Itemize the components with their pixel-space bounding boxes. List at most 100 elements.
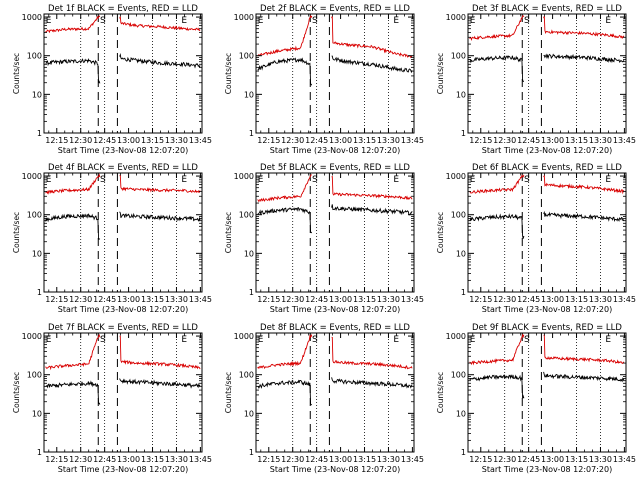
lld-curve (469, 15, 625, 41)
event-marker-label: S (100, 175, 106, 185)
x-tick-label: 12:15 (257, 136, 280, 145)
detector-panel: Det 9f BLACK = Events, RED = LLD 1 10 100 10… (436, 323, 636, 474)
x-tick-label: 13:00 (329, 295, 352, 304)
y-tick-label: 1 (37, 288, 42, 297)
event-marker-label: E (470, 16, 476, 26)
y-axis-label: Counts/sec (12, 53, 21, 94)
panel-title: Det 1f BLACK = Events, RED = LLD (48, 4, 198, 14)
detector-panel: Det 3f BLACK = Events, RED = LLD 1 10 100 10… (436, 4, 636, 155)
plot-frame (43, 13, 203, 134)
panel-title: Det 8f BLACK = Events, RED = LLD (260, 323, 410, 333)
x-tick-label: 12:45 (517, 295, 540, 304)
x-tick-label: 13:15 (141, 295, 164, 304)
x-tick-label: 12:15 (257, 295, 280, 304)
x-tick-label: 13:30 (165, 136, 188, 145)
y-tick-label: 1 (249, 448, 254, 457)
y-tick-label: 10 (456, 90, 466, 99)
y-tick-label: 10 (456, 409, 466, 418)
lld-curve (257, 14, 413, 59)
event-marker-label: E (605, 175, 611, 185)
event-marker-label: E (258, 16, 264, 26)
x-tick-label: 12:30 (493, 295, 516, 304)
y-tick-label: 1 (249, 129, 254, 138)
event-marker-label: E (470, 175, 476, 185)
y-tick-label: 1000 (446, 172, 466, 181)
plot-frame (43, 332, 203, 453)
detector-panel: Det 4f BLACK = Events, RED = LLD 1 10 100 10… (12, 163, 212, 314)
panel-title: Det 6f BLACK = Events, RED = LLD (472, 163, 622, 173)
detector-panel: Det 7f BLACK = Events, RED = LLD 1 10 100 10… (12, 323, 212, 474)
y-tick-label: 1000 (446, 332, 466, 341)
y-tick-label: 1000 (22, 332, 42, 341)
y-axis-label: Counts/sec (224, 212, 233, 253)
y-tick-label: 1 (37, 129, 42, 138)
events-curve (257, 55, 413, 86)
plot-frame (255, 13, 415, 134)
x-axis-label: Start Time (23-Nov-08 12:07:20) (58, 465, 188, 474)
y-tick-label: 10 (244, 249, 254, 258)
x-axis-label: Start Time (23-Nov-08 12:07:20) (58, 146, 188, 155)
x-tick-label: 13:30 (377, 295, 400, 304)
x-tick-label: 13:15 (141, 136, 164, 145)
detector-panel: Det 5f BLACK = Events, RED = LLD 1 10 100 10… (224, 163, 424, 314)
y-tick-label: 10 (32, 409, 42, 418)
x-tick-label: 12:30 (493, 455, 516, 464)
events-curve (469, 371, 625, 399)
x-tick-label: 12:15 (45, 136, 68, 145)
x-tick-label: 12:30 (69, 295, 92, 304)
x-tick-label: 12:15 (45, 295, 68, 304)
y-tick-label: 1000 (22, 172, 42, 181)
event-marker-label: S (524, 175, 530, 185)
detector-panel: Det 2f BLACK = Events, RED = LLD 1 10 100 10… (224, 4, 424, 155)
y-tick-label: 1000 (234, 172, 254, 181)
x-tick-label: 13:45 (401, 136, 424, 145)
y-tick-label: 10 (244, 409, 254, 418)
x-tick-label: 12:30 (69, 455, 92, 464)
event-marker-label: E (393, 175, 399, 185)
plot-frame (467, 332, 627, 453)
event-marker-label: E (46, 175, 52, 185)
x-tick-label: 12:15 (469, 295, 492, 304)
lld-curve (469, 174, 625, 195)
y-axis-label: Counts/sec (12, 212, 21, 253)
y-tick-label: 100 (27, 371, 42, 380)
x-tick-label: 12:45 (93, 455, 116, 464)
x-axis-label: Start Time (23-Nov-08 12:07:20) (482, 305, 612, 314)
x-tick-label: 13:30 (377, 455, 400, 464)
panel-title: Det 4f BLACK = Events, RED = LLD (48, 163, 198, 173)
panel-title: Det 7f BLACK = Events, RED = LLD (48, 323, 198, 333)
x-tick-label: 13:00 (541, 455, 564, 464)
plot-frame (467, 172, 627, 293)
panel-title: Det 2f BLACK = Events, RED = LLD (260, 4, 410, 14)
y-tick-label: 10 (32, 249, 42, 258)
y-tick-label: 10 (456, 249, 466, 258)
x-tick-label: 13:15 (565, 455, 588, 464)
event-marker-label: E (605, 335, 611, 345)
x-tick-label: 13:45 (401, 295, 424, 304)
x-tick-label: 13:45 (613, 455, 636, 464)
x-tick-label: 12:45 (517, 136, 540, 145)
x-tick-label: 12:45 (93, 295, 116, 304)
panel-title: Det 5f BLACK = Events, RED = LLD (260, 163, 410, 173)
y-axis-label: Counts/sec (224, 53, 233, 94)
event-marker-label: S (524, 335, 530, 345)
y-axis-label: Counts/sec (436, 53, 445, 94)
x-tick-label: 12:45 (305, 136, 328, 145)
y-tick-label: 1000 (234, 332, 254, 341)
event-marker-label: E (470, 335, 476, 345)
x-tick-label: 12:30 (281, 136, 304, 145)
event-marker-label: E (46, 335, 52, 345)
x-tick-label: 13:15 (565, 295, 588, 304)
events-curve (469, 210, 625, 239)
lld-curve (469, 333, 625, 366)
events-curve (257, 204, 413, 234)
events-curve (469, 53, 625, 83)
y-tick-label: 1000 (234, 13, 254, 22)
x-axis-label: Start Time (23-Nov-08 12:07:20) (58, 305, 188, 314)
plot-frame (467, 13, 627, 134)
x-tick-label: 13:45 (613, 136, 636, 145)
x-tick-label: 12:45 (93, 136, 116, 145)
x-axis-label: Start Time (23-Nov-08 12:07:20) (270, 465, 400, 474)
event-marker-label: S (312, 175, 318, 185)
